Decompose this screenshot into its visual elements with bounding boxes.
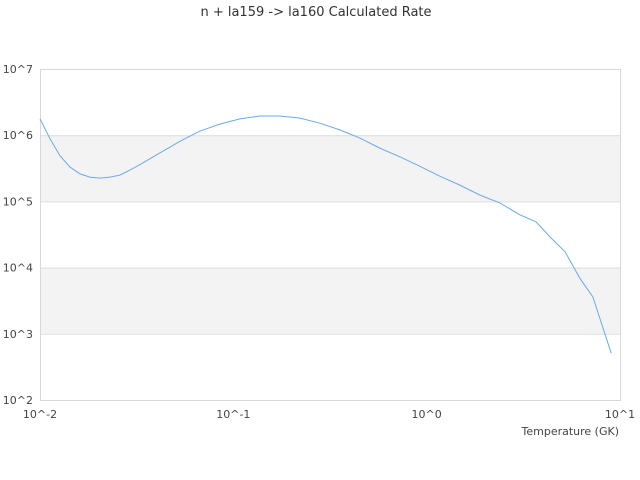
grid-lines [40,135,620,335]
x-tick-label: 10^1 [605,408,635,421]
y-tick-label: 10^3 [3,328,33,341]
y-axis-ticks: 10^2 10^3 10^4 10^5 10^6 10^7 [3,63,33,407]
y-tick-label: 10^4 [3,262,33,275]
plot-border [40,69,621,401]
x-tick-label: 10^-2 [23,408,57,421]
y-tick-label: 10^6 [3,129,33,142]
y-tick-label: 10^5 [3,195,33,208]
x-tick-label: 10^0 [412,408,442,421]
y-tick-label: 10^2 [3,394,33,407]
x-axis-ticks: 10^-2 10^-1 10^0 10^1 [23,408,635,421]
y-tick-label: 10^7 [3,63,33,76]
chart-title: n + la159 -> la160 Calculated Rate [200,5,431,20]
grid-band [40,135,620,202]
x-axis-label: Temperature (GK) [521,425,620,438]
grid-bands [40,135,620,334]
grid-band [40,267,620,334]
series-line [39,115,612,354]
x-tick-label: 10^-1 [216,408,250,421]
